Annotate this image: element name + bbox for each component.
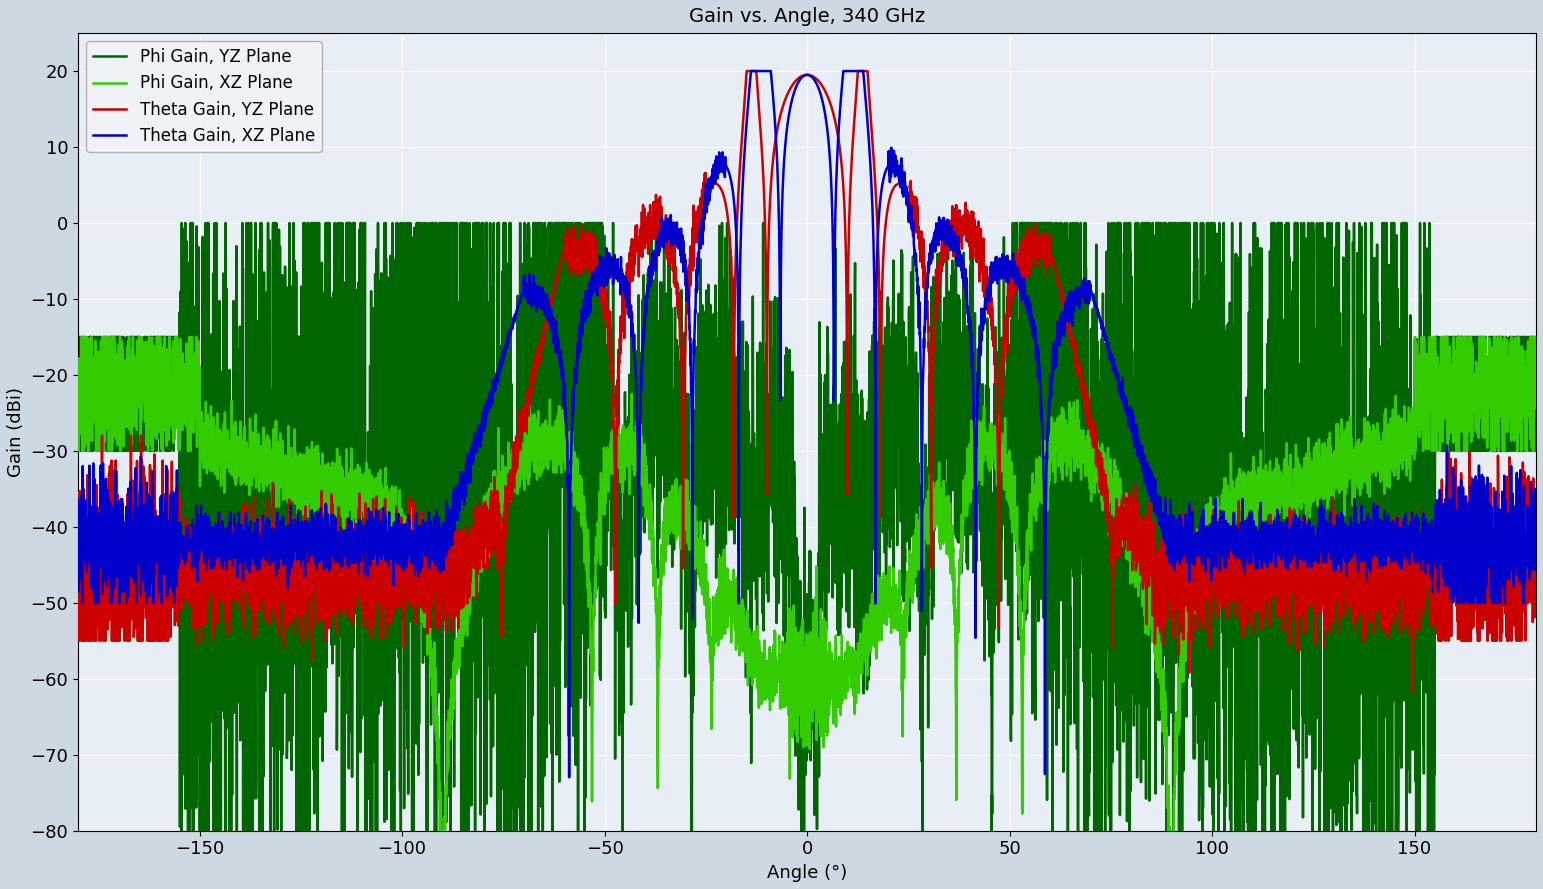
Phi Gain, YZ Plane xyxy=(69,427,88,437)
Line: Phi Gain, XZ Plane: Phi Gain, XZ Plane xyxy=(79,337,1535,831)
Phi Gain, YZ Plane xyxy=(71,445,89,456)
Theta Gain, XZ Plane xyxy=(1008,274,1026,284)
Phi Gain, XZ Plane xyxy=(69,355,88,365)
Phi Gain, XZ Plane xyxy=(1416,404,1435,415)
Y-axis label: Gain (dBi): Gain (dBi) xyxy=(8,387,25,477)
Phi Gain, YZ Plane xyxy=(549,218,568,228)
Title: Gain vs. Angle, 340 GHz: Gain vs. Angle, 340 GHz xyxy=(690,7,926,26)
Theta Gain, YZ Plane xyxy=(1403,686,1421,697)
Phi Gain, YZ Plane xyxy=(173,826,191,837)
Theta Gain, YZ Plane xyxy=(548,270,566,281)
Theta Gain, XZ Plane xyxy=(71,530,89,541)
Phi Gain, YZ Plane xyxy=(173,218,191,228)
Phi Gain, XZ Plane xyxy=(549,454,568,465)
Legend: Phi Gain, YZ Plane, Phi Gain, XZ Plane, Theta Gain, YZ Plane, Theta Gain, XZ Pla: Phi Gain, YZ Plane, Phi Gain, XZ Plane, … xyxy=(86,42,321,152)
Phi Gain, YZ Plane xyxy=(1008,377,1026,388)
Theta Gain, XZ Plane xyxy=(548,347,566,357)
Theta Gain, YZ Plane xyxy=(1526,548,1543,558)
Theta Gain, YZ Plane xyxy=(1416,565,1435,575)
Theta Gain, YZ Plane xyxy=(738,66,756,76)
Phi Gain, XZ Plane xyxy=(827,721,846,732)
Phi Gain, XZ Plane xyxy=(430,826,449,837)
Line: Theta Gain, YZ Plane: Theta Gain, YZ Plane xyxy=(79,71,1535,692)
Theta Gain, YZ Plane xyxy=(71,496,89,507)
Phi Gain, XZ Plane xyxy=(73,332,91,342)
Phi Gain, XZ Plane xyxy=(1526,332,1543,342)
Theta Gain, XZ Plane xyxy=(1137,469,1156,480)
Theta Gain, XZ Plane xyxy=(1526,533,1543,544)
Theta Gain, XZ Plane xyxy=(827,184,846,195)
Line: Theta Gain, XZ Plane: Theta Gain, XZ Plane xyxy=(79,71,1535,777)
Theta Gain, YZ Plane xyxy=(827,119,846,130)
Theta Gain, YZ Plane xyxy=(1008,263,1026,274)
Theta Gain, XZ Plane xyxy=(69,494,88,505)
Theta Gain, YZ Plane xyxy=(69,632,88,643)
Phi Gain, XZ Plane xyxy=(1008,565,1026,575)
Phi Gain, YZ Plane xyxy=(1416,444,1435,455)
Theta Gain, YZ Plane xyxy=(1137,529,1156,540)
Phi Gain, YZ Plane xyxy=(1526,388,1543,399)
Phi Gain, YZ Plane xyxy=(827,399,846,410)
Theta Gain, XZ Plane xyxy=(742,66,761,76)
Theta Gain, XZ Plane xyxy=(1416,568,1435,579)
Phi Gain, XZ Plane xyxy=(1137,575,1156,586)
Phi Gain, YZ Plane xyxy=(1137,218,1156,228)
Line: Phi Gain, YZ Plane: Phi Gain, YZ Plane xyxy=(79,223,1535,831)
Phi Gain, XZ Plane xyxy=(71,428,89,439)
X-axis label: Angle (°): Angle (°) xyxy=(767,864,847,882)
Theta Gain, XZ Plane xyxy=(560,772,579,782)
